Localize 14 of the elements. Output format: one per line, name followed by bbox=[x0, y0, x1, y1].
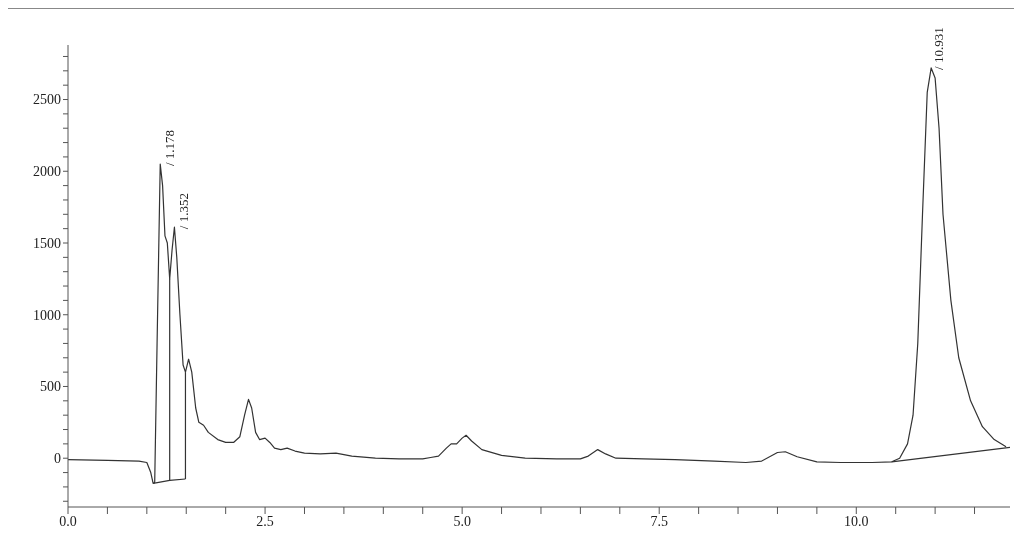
y-tick-label: 2000 bbox=[33, 164, 61, 180]
x-tick-label: 0.0 bbox=[59, 513, 77, 529]
y-tick-label: 0 bbox=[54, 451, 61, 467]
annotation: / 10.931 bbox=[930, 27, 946, 70]
x-tick-label: 2.5 bbox=[256, 513, 274, 529]
y-tick-label: 1500 bbox=[33, 235, 61, 251]
annotation: / 1.178 bbox=[161, 129, 177, 167]
x-tick-label: 7.5 bbox=[650, 513, 668, 529]
x-tick-label: 10.0 bbox=[844, 513, 869, 529]
y-tick-label: 500 bbox=[40, 379, 61, 395]
y-tick-label: 2500 bbox=[33, 92, 61, 108]
y-tick-label: 1000 bbox=[33, 307, 61, 323]
x-tick-label: 5.0 bbox=[453, 513, 471, 529]
annotation: / 1.352 bbox=[175, 193, 191, 230]
